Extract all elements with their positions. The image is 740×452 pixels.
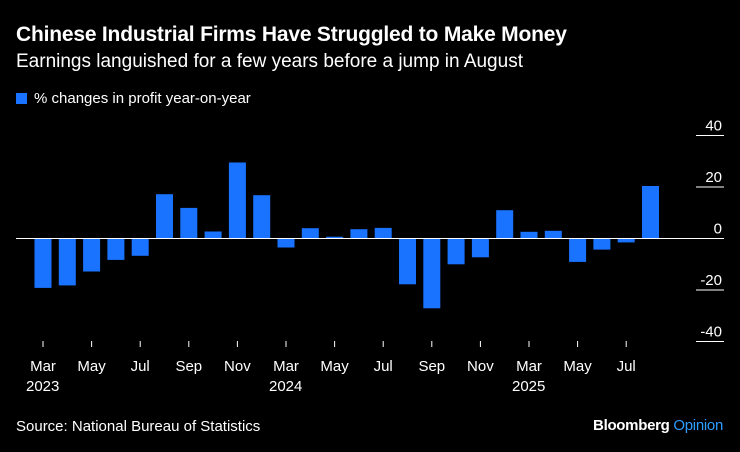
bar bbox=[301, 228, 319, 239]
bar bbox=[58, 238, 76, 286]
bar bbox=[350, 229, 368, 239]
y-tick-label: 0 bbox=[714, 221, 722, 238]
bar bbox=[520, 231, 538, 239]
x-tick-label-month: Nov bbox=[467, 358, 494, 375]
bar bbox=[107, 238, 125, 260]
bar bbox=[447, 238, 465, 265]
bar bbox=[131, 238, 149, 256]
bar bbox=[374, 227, 392, 239]
legend-swatch bbox=[16, 93, 27, 104]
x-tick-label-month: Mar bbox=[30, 358, 56, 375]
bar bbox=[642, 186, 659, 239]
x-tick-label-month: Mar bbox=[273, 358, 299, 375]
bar bbox=[569, 238, 587, 262]
legend: % changes in profit year-on-year bbox=[16, 90, 251, 107]
y-tick-label: 20 bbox=[705, 169, 722, 186]
bar bbox=[471, 238, 489, 258]
bar bbox=[253, 195, 271, 239]
bar bbox=[496, 210, 514, 239]
bar bbox=[228, 162, 246, 239]
x-tick-label-month: Jul bbox=[131, 358, 150, 375]
x-tick-label-year: 2023 bbox=[26, 378, 59, 395]
x-tick-label-month: May bbox=[77, 358, 106, 375]
x-tick-label-month: Jul bbox=[617, 358, 636, 375]
bar bbox=[617, 238, 635, 243]
y-tick-label: 40 bbox=[705, 118, 722, 135]
source-note: Source: National Bureau of Statistics bbox=[16, 418, 261, 435]
x-tick-label-month: Nov bbox=[224, 358, 251, 375]
legend-label: % changes in profit year-on-year bbox=[34, 90, 251, 107]
bar bbox=[423, 238, 441, 309]
x-tick-label-month: Mar bbox=[516, 358, 542, 375]
x-tick-label-month: Sep bbox=[175, 358, 202, 375]
y-tick-label: -40 bbox=[700, 324, 722, 341]
brand-name: Bloomberg bbox=[593, 417, 670, 434]
bar bbox=[180, 207, 198, 239]
bar bbox=[399, 238, 416, 285]
bar bbox=[34, 238, 52, 288]
x-tick-label-month: May bbox=[563, 358, 592, 375]
bar bbox=[593, 238, 611, 250]
bar bbox=[156, 194, 173, 239]
x-tick-label-month: Sep bbox=[418, 358, 445, 375]
brand-suffix: Opinion bbox=[673, 417, 723, 434]
x-tick-label-year: 2025 bbox=[512, 378, 545, 395]
bar bbox=[326, 236, 344, 239]
y-tick-label: -20 bbox=[700, 272, 722, 289]
x-tick-label-year: 2024 bbox=[269, 378, 302, 395]
brand-logo: Bloomberg Opinion bbox=[593, 417, 723, 434]
bar bbox=[277, 238, 295, 248]
bar bbox=[83, 238, 101, 272]
bar bbox=[204, 231, 222, 239]
x-tick-label-month: May bbox=[320, 358, 349, 375]
chart-subtitle: Earnings languished for a few years befo… bbox=[16, 51, 523, 72]
bar bbox=[544, 230, 562, 239]
chart-title: Chinese Industrial Firms Have Struggled … bbox=[16, 23, 567, 46]
x-tick-label-month: Jul bbox=[374, 358, 393, 375]
